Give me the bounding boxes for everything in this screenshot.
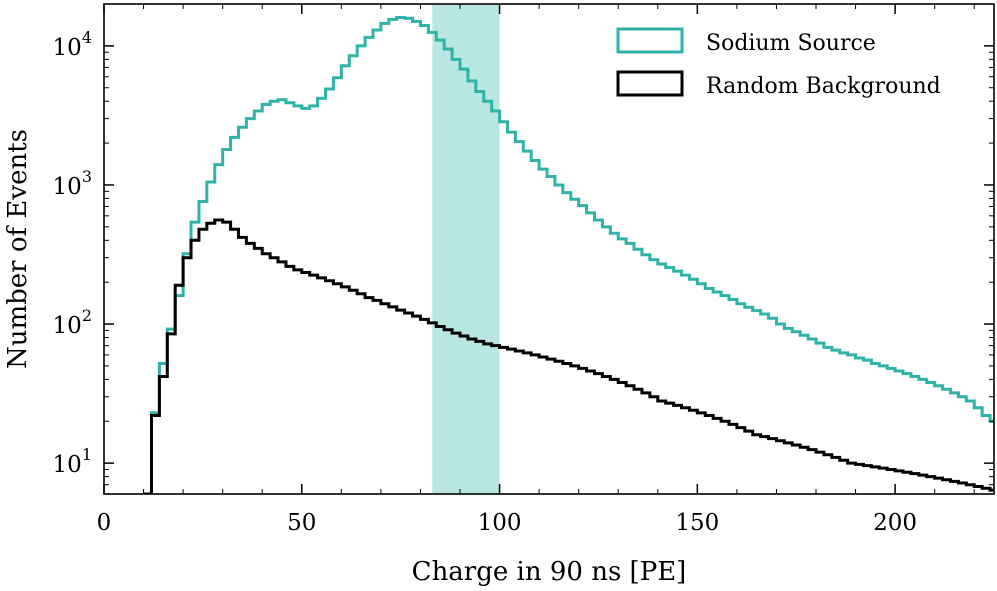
- plot-frame: [103, 3, 995, 495]
- legend-label-sodium-source: Sodium Source: [706, 31, 876, 56]
- x-tick-label: 100: [478, 510, 522, 536]
- y-tick-label: 102: [53, 306, 92, 339]
- x-tick-label: 50: [287, 510, 316, 536]
- legend: Sodium Source Random Background: [616, 27, 941, 99]
- series-line-sodium-source: [143, 15, 994, 494]
- x-tick-label: 150: [675, 510, 719, 536]
- highlight-band: [432, 4, 500, 494]
- x-axis-title: Charge in 90 ns [PE]: [412, 557, 687, 587]
- y-axis-title: Number of Events: [3, 129, 33, 369]
- y-tick-label: 103: [53, 167, 92, 200]
- legend-swatch-sodium-source: [616, 27, 684, 54]
- series-line-random-background: [143, 218, 994, 494]
- y-tick-label: 101: [53, 445, 92, 478]
- x-tick-label: 200: [873, 510, 917, 536]
- x-tick-label: 0: [97, 510, 112, 536]
- legend-label-random-background: Random Background: [706, 74, 941, 99]
- y-tick-label: 104: [53, 28, 92, 61]
- legend-swatch-random-background: [616, 70, 684, 97]
